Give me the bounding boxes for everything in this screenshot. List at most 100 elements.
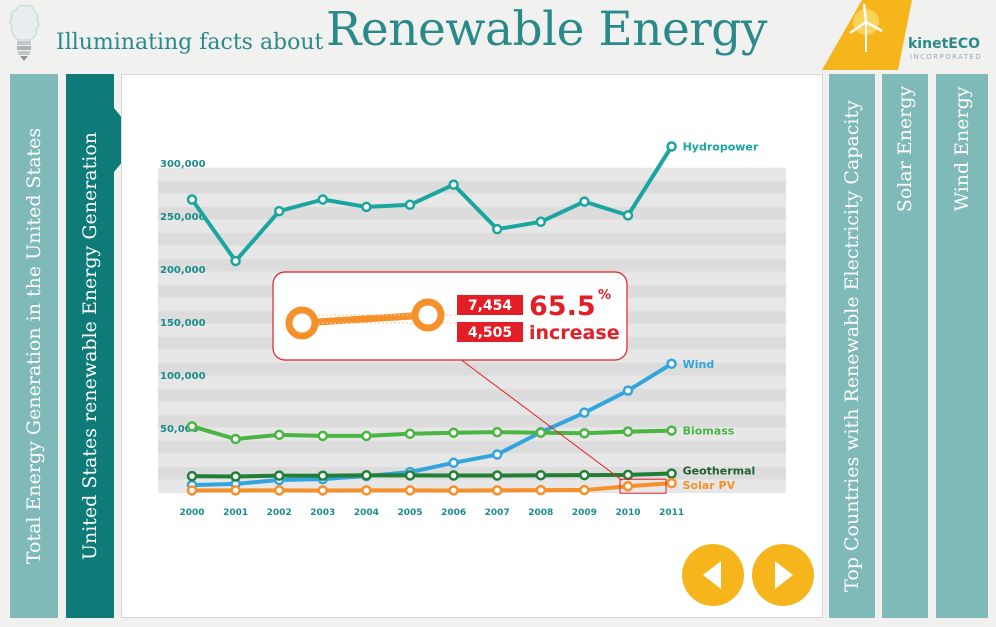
y-tick-label: 200,000 xyxy=(160,265,206,276)
prev-button[interactable] xyxy=(682,544,744,606)
data-point xyxy=(622,426,634,437)
data-point xyxy=(186,485,198,496)
x-tick-label: 2001 xyxy=(223,508,248,518)
data-point xyxy=(230,485,241,496)
data-point xyxy=(404,470,416,481)
chart-panel: 50,000 100,000 150,000 200,000 250,000 300,00… xyxy=(121,74,823,618)
data-point xyxy=(579,196,590,207)
x-tick-label: 2007 xyxy=(485,508,510,518)
series-label: Biomass xyxy=(683,425,735,438)
data-point xyxy=(230,471,241,482)
line-chart: 50,000 100,000 150,000 200,000 250,000 300,00… xyxy=(158,141,786,518)
x-tick-label: 2003 xyxy=(310,508,335,518)
callout-text: increase xyxy=(529,322,620,344)
data-point xyxy=(666,477,677,489)
logo xyxy=(822,0,912,70)
grid-band xyxy=(158,440,786,454)
grid-band xyxy=(158,375,786,389)
x-tick-label: 2006 xyxy=(441,508,466,518)
data-point xyxy=(448,179,459,190)
data-point xyxy=(491,223,503,235)
grid-band xyxy=(158,388,786,402)
data-point xyxy=(448,457,459,469)
data-point xyxy=(186,470,198,482)
grid-band xyxy=(158,258,786,272)
x-tick-label: 2009 xyxy=(572,508,597,518)
y-tick-label: 100,000 xyxy=(160,371,206,382)
tab-wind-energy[interactable]: Wind Energy xyxy=(936,74,988,618)
series-label: Hydropower xyxy=(683,141,759,154)
data-point xyxy=(273,485,285,496)
data-point xyxy=(579,427,590,439)
callout-line xyxy=(301,311,429,327)
x-tick-label: 2010 xyxy=(615,508,640,518)
data-point xyxy=(622,210,634,221)
data-point xyxy=(404,428,416,440)
x-tick-label: 2008 xyxy=(528,508,553,518)
callout-percent: 65.5 xyxy=(529,291,596,322)
series-label: Solar PV xyxy=(683,479,736,492)
lightbulb-icon xyxy=(9,5,40,61)
data-point xyxy=(448,485,459,496)
tab-solar-energy[interactable]: Solar Energy xyxy=(882,74,928,618)
y-tick-label: 250,000 xyxy=(160,212,206,223)
tab-total-energy-generation[interactable]: Total Energy Generation in the United St… xyxy=(10,74,58,618)
y-tick-label: 300,000 xyxy=(160,159,206,170)
callout-new-value: 7,454 xyxy=(468,298,513,314)
x-tick-label: 2002 xyxy=(267,508,292,518)
callout-pointer xyxy=(451,352,623,481)
data-point xyxy=(579,407,590,418)
series-label: Wind xyxy=(683,358,715,371)
data-point xyxy=(448,470,459,481)
series-line xyxy=(190,145,674,263)
data-point xyxy=(230,433,241,445)
grid-band xyxy=(158,401,786,415)
data-point xyxy=(361,485,372,496)
tab-top-countries[interactable]: Top Countries with Renewable Electricity… xyxy=(829,74,875,618)
next-button[interactable] xyxy=(752,544,814,606)
data-point xyxy=(535,427,547,438)
data-point xyxy=(317,194,329,205)
data-point xyxy=(273,470,285,481)
highlight-box xyxy=(619,478,667,494)
grid-band xyxy=(158,232,786,246)
data-point xyxy=(579,484,590,496)
callout-value-badge xyxy=(457,295,523,315)
data-point xyxy=(404,199,416,211)
x-tick-label: 2011 xyxy=(659,508,684,518)
data-point xyxy=(622,385,634,396)
tab-us-renewable-generation[interactable]: United States renewable Energy Generatio… xyxy=(66,74,114,618)
data-point xyxy=(361,470,372,481)
x-tick-label: 2004 xyxy=(354,508,379,518)
data-point xyxy=(666,468,677,479)
data-point xyxy=(186,194,198,205)
grid-band xyxy=(158,362,786,376)
data-point xyxy=(491,449,503,460)
data-point xyxy=(491,426,503,438)
callout-percent-sign: % xyxy=(598,288,611,303)
data-point xyxy=(666,141,677,152)
data-point xyxy=(666,358,677,370)
data-point xyxy=(317,470,329,481)
x-tick-label: 2000 xyxy=(179,508,204,518)
tab-label: Solar Energy xyxy=(894,86,916,213)
data-point xyxy=(186,421,198,432)
data-point xyxy=(273,205,285,217)
series-line xyxy=(191,471,672,479)
triangle-left-icon xyxy=(703,561,721,589)
data-point xyxy=(317,485,329,496)
data-point xyxy=(361,201,372,213)
logo-name: kinetECO xyxy=(908,36,981,52)
grid-band xyxy=(158,206,786,220)
page-subtitle: Illuminating facts about xyxy=(56,30,324,55)
grid-band xyxy=(158,219,786,233)
logo-subtitle: INCORPORATED xyxy=(910,53,983,61)
data-point xyxy=(622,480,634,492)
callout-box xyxy=(272,271,628,361)
data-point xyxy=(273,429,285,441)
data-point xyxy=(622,469,634,481)
series-line xyxy=(191,481,672,493)
y-tick-label: 50,000 xyxy=(160,424,199,435)
data-point xyxy=(579,469,590,481)
data-point xyxy=(491,470,503,481)
